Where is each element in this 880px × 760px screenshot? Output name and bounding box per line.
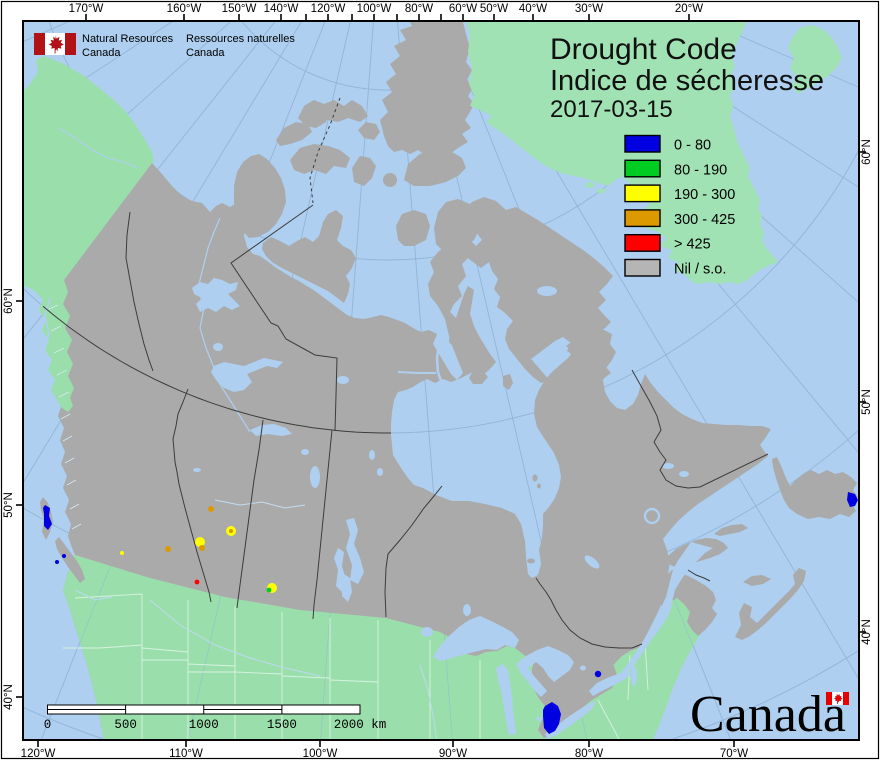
svg-text:30°W: 30°W [575, 3, 603, 15]
svg-text:60°W: 60°W [449, 3, 477, 15]
svg-text:50°N: 50°N [3, 492, 15, 518]
svg-text:40°N: 40°N [861, 619, 873, 645]
svg-text:110°W: 110°W [169, 748, 203, 760]
svg-text:60°N: 60°N [3, 288, 15, 314]
svg-text:90°W: 90°W [439, 748, 467, 760]
svg-text:2000 km: 2000 km [334, 718, 387, 732]
svg-text:120°W: 120°W [21, 748, 56, 760]
svg-text:Canada: Canada [82, 47, 121, 59]
svg-text:20°W: 20°W [675, 3, 703, 15]
svg-text:2017-03-15: 2017-03-15 [550, 96, 673, 123]
svg-text:Indice de sécheresse: Indice de sécheresse [550, 65, 824, 97]
svg-text:160°W: 160°W [167, 3, 202, 15]
svg-text:120°W: 120°W [311, 3, 346, 15]
svg-text:Canada: Canada [690, 686, 846, 743]
svg-text:170°W: 170°W [69, 3, 104, 15]
svg-text:40°W: 40°W [519, 3, 547, 15]
svg-text:60°N: 60°N [861, 139, 873, 165]
svg-text:70°W: 70°W [720, 748, 748, 760]
svg-text:300 - 425: 300 - 425 [674, 212, 735, 228]
svg-text:Natural Resources: Natural Resources [82, 33, 174, 45]
svg-text:50°N: 50°N [861, 389, 873, 415]
svg-text:80°W: 80°W [405, 3, 433, 15]
svg-text:0: 0 [44, 718, 52, 732]
svg-text:40°N: 40°N [3, 684, 15, 710]
svg-text:500: 500 [114, 718, 137, 732]
svg-text:> 425: > 425 [674, 237, 711, 253]
svg-text:1500: 1500 [267, 718, 297, 732]
svg-text:80°W: 80°W [575, 748, 603, 760]
svg-text:1000: 1000 [189, 718, 219, 732]
svg-text:Nil / s.o.: Nil / s.o. [674, 262, 726, 278]
svg-text:140°W: 140°W [264, 3, 299, 15]
svg-text:50°W: 50°W [480, 3, 508, 15]
svg-text:80 - 190: 80 - 190 [674, 162, 727, 178]
svg-text:190 - 300: 190 - 300 [674, 187, 735, 203]
svg-text:Drought Code: Drought Code [550, 33, 737, 66]
svg-text:Ressources naturelles: Ressources naturelles [186, 33, 295, 45]
svg-text:Canada: Canada [186, 47, 225, 59]
svg-text:150°W: 150°W [222, 3, 257, 15]
svg-text:0 - 80: 0 - 80 [674, 138, 711, 154]
svg-text:100°W: 100°W [303, 748, 338, 760]
svg-text:100°W: 100°W [357, 3, 392, 15]
